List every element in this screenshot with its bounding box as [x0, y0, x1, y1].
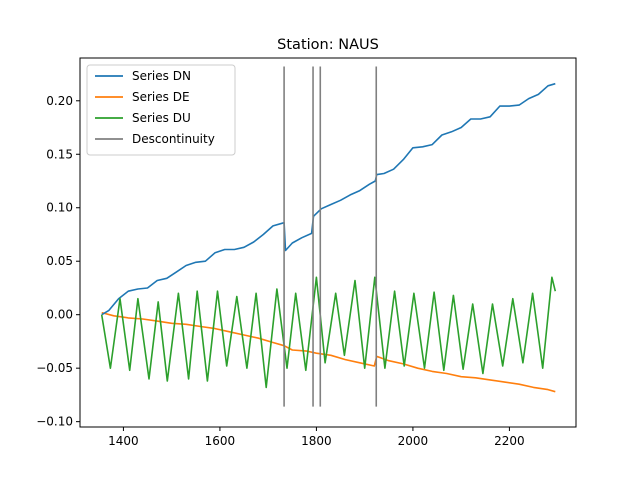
discontinuity-layer	[283, 66, 378, 407]
series-line-series-du	[100, 276, 557, 389]
x-tick-label: 1800	[301, 434, 332, 448]
y-tick-label: 0.05	[46, 254, 73, 268]
legend-label: Descontinuity	[132, 132, 215, 146]
y-tick-label: 0.00	[46, 308, 73, 322]
legend-box	[86, 64, 236, 156]
x-tick-label: 1400	[108, 434, 139, 448]
series-layer	[100, 82, 557, 393]
y-tick-label: 0.20	[46, 94, 73, 108]
y-tick-label: −0.05	[36, 361, 73, 375]
chart-title: Station: NAUS	[277, 37, 379, 53]
legend-label: Series DE	[132, 90, 190, 104]
legend-label: Series DN	[132, 69, 191, 83]
y-tick-label: 0.10	[46, 201, 73, 215]
series-line-series-dn	[101, 82, 556, 316]
plot-frame	[79, 57, 577, 428]
legend: Series DN Series DE Series DU Descontinuity	[86, 64, 236, 156]
y-axis: −0.10 −0.05 0.00 0.05 0.10 0.15 0.20	[36, 94, 80, 429]
x-tick-label: 1600	[205, 434, 236, 448]
y-tick-label: 0.15	[46, 147, 73, 161]
x-tick-label: 2000	[398, 434, 429, 448]
y-tick-label: −0.10	[36, 415, 73, 429]
legend-label: Series DU	[132, 111, 191, 125]
x-axis: 1400 1600 1800 2000 2200	[108, 427, 525, 448]
x-tick-label: 2200	[494, 434, 525, 448]
